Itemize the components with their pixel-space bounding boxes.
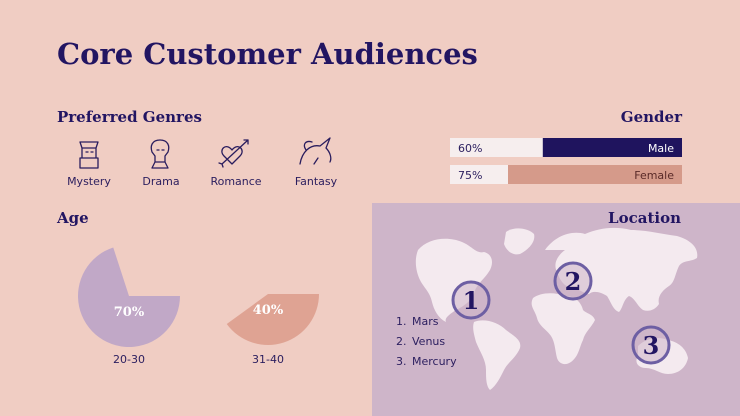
list-name: Venus <box>412 335 445 348</box>
list-name: Mars <box>412 315 439 328</box>
gender-heading: Gender <box>621 108 683 126</box>
gender-bar <box>508 165 682 184</box>
fantasy-icon <box>299 137 332 165</box>
world-map <box>415 227 698 390</box>
gender-name: Female <box>634 169 674 182</box>
genre-icons <box>79 137 332 169</box>
age-heading: Age <box>56 209 89 227</box>
genre-label: Drama <box>142 175 179 188</box>
romance-icon <box>218 139 249 168</box>
gender-percent: 60% <box>458 142 482 155</box>
genre-label: Fantasy <box>295 175 338 188</box>
genre-label: Mystery <box>67 175 111 188</box>
list-number: 2. <box>396 335 407 348</box>
gender-percent: 75% <box>458 169 482 182</box>
africa <box>531 293 595 365</box>
title: Core Customer Audiences <box>57 37 478 71</box>
location-heading: Location <box>608 209 681 227</box>
gender-bar <box>542 138 682 157</box>
age-percent: 40% <box>253 303 284 318</box>
age-percent: 70% <box>114 305 145 320</box>
age-range: 20-30 <box>113 353 145 366</box>
age-range: 31-40 <box>252 353 284 366</box>
map-marker <box>451 280 491 320</box>
map-marker <box>553 261 593 301</box>
marker-number: 3 <box>643 331 660 360</box>
age-pie <box>77 247 180 348</box>
age-pie <box>226 294 319 345</box>
list-name: Mercury <box>412 355 457 368</box>
list-number: 3. <box>396 355 407 368</box>
south-america <box>473 320 521 390</box>
greenland <box>504 228 535 255</box>
list-number: 1. <box>396 315 407 328</box>
north-america <box>415 238 492 322</box>
gender-name: Male <box>648 142 674 155</box>
genres-heading: Preferred Genres <box>57 108 202 126</box>
genre-label: Romance <box>210 175 261 188</box>
marker-number: 2 <box>565 267 582 296</box>
mystery-icon <box>79 141 99 169</box>
map-marker <box>631 325 671 365</box>
marker-number: 1 <box>463 286 480 315</box>
drama-icon <box>150 139 170 169</box>
